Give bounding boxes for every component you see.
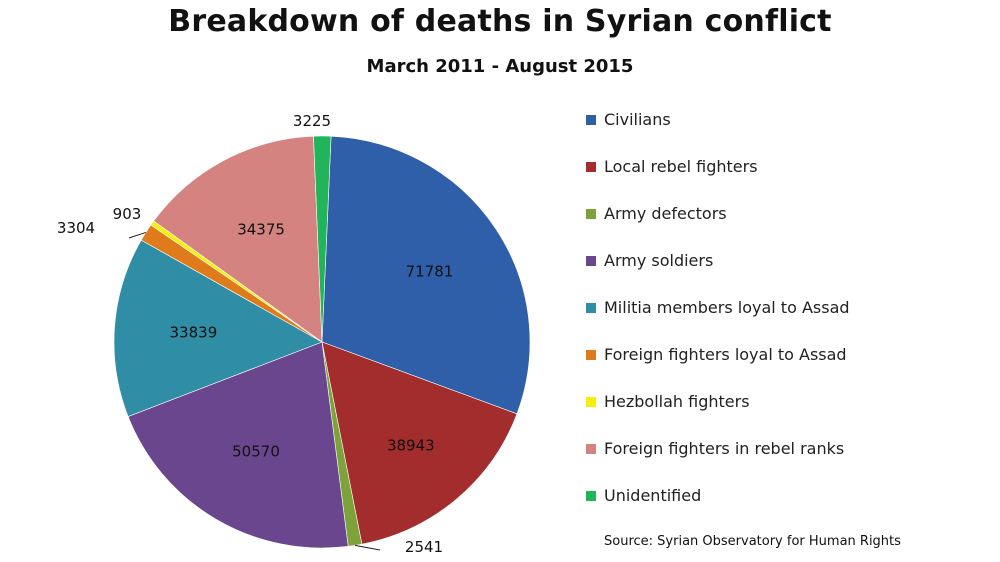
legend-swatch (586, 444, 596, 454)
legend-label: Civilians (604, 110, 671, 129)
data-label-foreign-fighters-in-rebel-ranks: 34375 (237, 220, 285, 238)
data-label-army-defectors: 2541 (405, 538, 443, 556)
chart-subtitle: March 2011 - August 2015 (366, 56, 634, 77)
legend-label: Unidentified (604, 486, 702, 505)
legend-label: Foreign fighters loyal to Assad (604, 345, 847, 364)
data-label-foreign-fighters-loyal-to-assad: 3304 (57, 219, 95, 237)
legend-label: Militia members loyal to Assad (604, 298, 850, 317)
legend-swatch (586, 303, 596, 313)
chart-title: Breakdown of deaths in Syrian conflict (168, 4, 832, 39)
legend-label: Army defectors (604, 204, 727, 223)
legend-swatch (586, 350, 596, 360)
pie-slice-foreign-fighters-in-rebel-ranks (153, 135, 323, 343)
pie-slice-unidentified (313, 135, 332, 343)
data-label-local-rebel-fighters: 38943 (387, 437, 435, 455)
legend-swatch (586, 209, 596, 219)
data-label-hezbollah-fighters: 903 (113, 205, 142, 223)
legend-swatch (586, 491, 596, 501)
data-label-civilians: 71781 (406, 262, 454, 280)
legend-swatch (586, 397, 596, 407)
pie-labels: 71781 38943 2541 50570 33839 3304 903 34375 3225 (57, 112, 453, 556)
pie-slice-local-rebel-fighters (321, 341, 518, 545)
data-label-militia-members-loyal-to-assad: 33839 (170, 324, 218, 342)
leader-line (128, 231, 147, 239)
source-note: Source: Syrian Observatory for Human Rig… (604, 534, 901, 549)
legend-label: Local rebel fighters (604, 157, 758, 176)
legend-label: Army soldiers (604, 251, 714, 270)
pie-slices (113, 135, 531, 549)
leader-line (354, 544, 381, 551)
data-label-unidentified: 3225 (293, 112, 331, 130)
pie-slice-militia-members-loyal-to-assad (113, 239, 323, 417)
legend-swatch (586, 162, 596, 172)
legend-swatch (586, 115, 596, 125)
legend-label: Hezbollah fighters (604, 392, 750, 411)
legend-swatch (586, 256, 596, 266)
pie-slice-army-soldiers (127, 341, 349, 549)
pie-slice-civilians (321, 135, 531, 415)
data-label-army-soldiers: 50570 (232, 443, 280, 461)
legend-label: Foreign fighters in rebel ranks (604, 439, 845, 458)
